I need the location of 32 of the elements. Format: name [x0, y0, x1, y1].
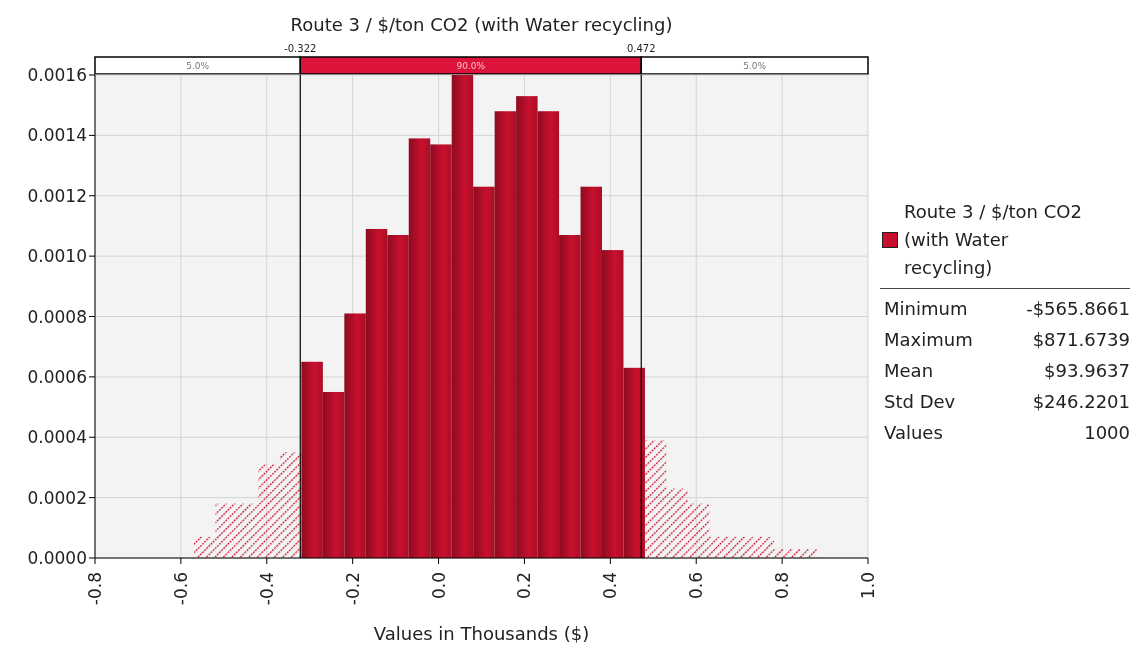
text: Minimum -$565.8661: [884, 298, 1130, 319]
y-tick-label: 0.0016: [27, 65, 87, 86]
text: 5.0%: [186, 61, 210, 71]
y-tick-label: 0.0002: [27, 487, 87, 508]
x-tick-label: 0.4: [600, 572, 621, 600]
y-tick-label: 0.0004: [27, 427, 87, 448]
text: Mean $93.9637: [884, 360, 1130, 381]
text: Std Dev $246.2201: [884, 391, 1130, 412]
text: Values 1000: [884, 422, 1130, 443]
y-tick-label: 0.0014: [27, 125, 87, 146]
text: 5.0%: [743, 61, 767, 71]
x-tick-label: 0.2: [514, 572, 535, 600]
chart-title: Route 3 / $/ton CO2 (with Water recycling): [289, 14, 674, 35]
x-tick-label: 0.8: [772, 572, 793, 600]
x-tick-label: 1.0: [858, 572, 878, 600]
legend-label: Route 3 / $/ton CO2 (with Water recycling): [904, 200, 1083, 280]
y-tick-label: 0.0010: [27, 246, 87, 267]
ref-line-label: 0.472: [625, 43, 657, 54]
ref-line-label: -0.322: [283, 43, 318, 54]
y-tick-label: 0.0000: [27, 548, 87, 569]
x-tick-label: -0.4: [256, 572, 277, 606]
y-tick-label: 0.0012: [27, 185, 87, 206]
x-tick-label: -0.8: [85, 572, 105, 606]
x-axis-title: Values in Thousands ($): [373, 623, 590, 644]
x-tick-label: 0.6: [686, 572, 707, 600]
x-tick-label: -0.2: [342, 572, 363, 606]
y-tick-label: 0.0006: [27, 366, 87, 387]
y-tick-label: 0.0008: [27, 306, 87, 327]
x-tick-label: -0.6: [170, 572, 191, 606]
text: 90.0%: [456, 61, 486, 71]
text: Maximum $871.6739: [884, 329, 1130, 350]
x-tick-label: 0.0: [428, 572, 449, 600]
